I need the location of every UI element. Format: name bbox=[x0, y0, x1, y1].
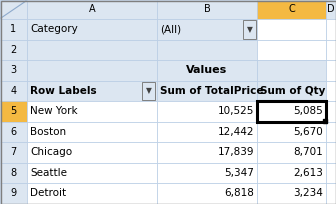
Bar bbox=[0, 183, 27, 204]
Text: 10,525: 10,525 bbox=[218, 106, 254, 116]
Text: Chicago: Chicago bbox=[30, 147, 72, 157]
Bar bbox=[326, 40, 336, 60]
Text: 5,085: 5,085 bbox=[293, 106, 323, 116]
Text: 7: 7 bbox=[10, 147, 16, 157]
Bar bbox=[157, 101, 257, 122]
Bar bbox=[257, 0, 326, 19]
Text: Seattle: Seattle bbox=[30, 168, 67, 178]
Bar bbox=[326, 142, 336, 163]
Text: ▼: ▼ bbox=[145, 86, 152, 95]
Bar bbox=[257, 81, 326, 101]
Bar bbox=[243, 20, 256, 39]
Text: D: D bbox=[327, 4, 335, 14]
Bar bbox=[326, 122, 336, 142]
Bar bbox=[27, 163, 157, 183]
Text: 9: 9 bbox=[10, 188, 16, 198]
Bar bbox=[142, 82, 155, 100]
Bar bbox=[326, 60, 336, 81]
Bar bbox=[0, 40, 27, 60]
Bar bbox=[257, 122, 326, 142]
Text: 1: 1 bbox=[10, 24, 16, 34]
Bar bbox=[0, 0, 27, 19]
Bar bbox=[0, 101, 27, 122]
Text: 6,818: 6,818 bbox=[224, 188, 254, 198]
Bar bbox=[326, 101, 336, 122]
Bar bbox=[0, 163, 27, 183]
Text: 5,670: 5,670 bbox=[293, 127, 323, 137]
Text: 8: 8 bbox=[10, 168, 16, 178]
Bar bbox=[157, 142, 257, 163]
Bar bbox=[0, 60, 27, 81]
Bar bbox=[257, 142, 326, 163]
Bar bbox=[326, 163, 336, 183]
Text: Detroit: Detroit bbox=[30, 188, 66, 198]
Bar bbox=[257, 183, 326, 204]
Bar bbox=[157, 122, 257, 142]
Text: 12,442: 12,442 bbox=[217, 127, 254, 137]
Text: Sum of Qty: Sum of Qty bbox=[260, 86, 325, 96]
Bar bbox=[0, 19, 27, 40]
Bar bbox=[27, 101, 157, 122]
Text: ▼: ▼ bbox=[247, 25, 252, 34]
Text: Row Labels: Row Labels bbox=[30, 86, 97, 96]
Bar bbox=[157, 0, 257, 19]
Bar bbox=[257, 40, 326, 60]
Text: New York: New York bbox=[30, 106, 78, 116]
Bar bbox=[27, 0, 157, 19]
Bar bbox=[326, 81, 336, 101]
Bar bbox=[157, 163, 257, 183]
Bar bbox=[326, 0, 336, 19]
Text: 3,234: 3,234 bbox=[293, 188, 323, 198]
Text: A: A bbox=[89, 4, 95, 14]
Text: 4: 4 bbox=[10, 86, 16, 96]
Bar bbox=[157, 183, 257, 204]
Bar bbox=[157, 60, 257, 81]
Bar bbox=[257, 101, 326, 122]
Bar bbox=[27, 183, 157, 204]
Text: B: B bbox=[204, 4, 210, 14]
Bar bbox=[0, 81, 27, 101]
Text: 8,701: 8,701 bbox=[293, 147, 323, 157]
Bar bbox=[257, 163, 326, 183]
Bar bbox=[326, 183, 336, 204]
Text: 2: 2 bbox=[10, 45, 16, 55]
Bar bbox=[0, 122, 27, 142]
Bar bbox=[27, 81, 157, 101]
Text: 2,613: 2,613 bbox=[293, 168, 323, 178]
Bar bbox=[0, 0, 27, 19]
Bar bbox=[27, 142, 157, 163]
Bar bbox=[27, 40, 157, 60]
Text: 17,839: 17,839 bbox=[217, 147, 254, 157]
Text: Values: Values bbox=[186, 65, 227, 75]
Bar bbox=[157, 40, 257, 60]
Bar bbox=[257, 19, 326, 40]
Bar bbox=[157, 19, 257, 40]
Text: C: C bbox=[288, 4, 295, 14]
Bar bbox=[0, 142, 27, 163]
Bar bbox=[257, 101, 326, 122]
Text: 5: 5 bbox=[10, 106, 16, 116]
Text: (All): (All) bbox=[160, 24, 181, 34]
Bar bbox=[257, 60, 326, 81]
Bar bbox=[157, 81, 257, 101]
Text: 5,347: 5,347 bbox=[224, 168, 254, 178]
Bar bbox=[326, 19, 336, 40]
Bar bbox=[27, 19, 157, 40]
Bar bbox=[27, 122, 157, 142]
Text: Sum of TotalPrice: Sum of TotalPrice bbox=[160, 86, 263, 96]
Text: 6: 6 bbox=[10, 127, 16, 137]
Text: 3: 3 bbox=[10, 65, 16, 75]
Bar bbox=[27, 60, 157, 81]
Text: Boston: Boston bbox=[30, 127, 66, 137]
Text: Category: Category bbox=[30, 24, 78, 34]
